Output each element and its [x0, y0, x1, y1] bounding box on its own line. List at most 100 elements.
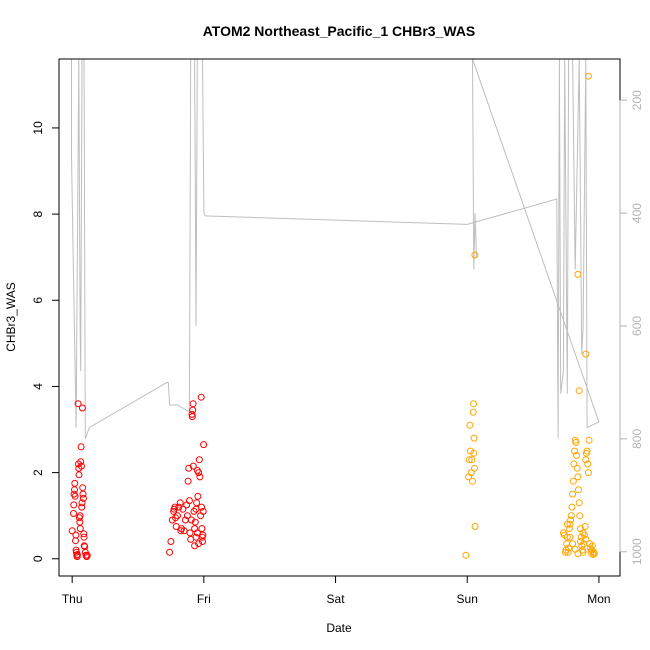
- right-y-tick-label: 800: [630, 429, 644, 449]
- data-point: [79, 494, 87, 502]
- data-point: [174, 512, 181, 520]
- data-point: [467, 469, 475, 477]
- y-axis-label: CHBr3_WAS: [4, 282, 18, 352]
- data-point: [191, 542, 199, 550]
- data-point: [78, 404, 86, 412]
- data-point: [189, 400, 197, 408]
- data-point: [78, 499, 86, 507]
- right-y-tick-label: 200: [630, 90, 644, 110]
- data-point: [569, 490, 577, 498]
- data-point: [579, 529, 587, 537]
- data-point: [73, 551, 81, 558]
- data-point: [74, 400, 82, 408]
- data-point: [70, 510, 77, 517]
- y-tick-label: 4: [31, 383, 45, 390]
- data-point: [566, 533, 574, 541]
- x-tick-label: Sat: [327, 592, 346, 606]
- data-point: [575, 486, 582, 494]
- data-point: [563, 520, 571, 528]
- right-y-axis: 200 400 600 800 1000: [619, 90, 644, 565]
- data-point: [72, 531, 80, 539]
- data-point: [582, 350, 590, 358]
- plot-frame: [58, 58, 621, 577]
- data-point: [72, 537, 79, 545]
- x-tick-label: Mon: [587, 592, 610, 606]
- data-point: [70, 501, 78, 509]
- data-point: [198, 503, 205, 511]
- data-point: [582, 535, 590, 543]
- data-point: [196, 473, 204, 481]
- y-tick-label: 0: [31, 555, 45, 562]
- data-point: [187, 516, 195, 524]
- data-point: [584, 469, 592, 477]
- data-point: [566, 520, 574, 528]
- data-point: [76, 512, 84, 520]
- data-point: [199, 507, 207, 515]
- data-point: [75, 471, 83, 479]
- right-y-tick-label: 400: [630, 203, 644, 223]
- data-point: [572, 438, 580, 446]
- data-point: [471, 464, 478, 472]
- data-point: [200, 441, 208, 449]
- data-point: [71, 479, 79, 487]
- data-point: [584, 72, 592, 80]
- data-point: [564, 548, 572, 556]
- data-point: [466, 421, 474, 429]
- y-tick-label: 6: [31, 297, 45, 304]
- data-point: [583, 447, 591, 455]
- data-point: [194, 492, 202, 500]
- data-point: [470, 449, 478, 457]
- data-point: [195, 540, 203, 548]
- data-point: [471, 251, 479, 259]
- data-point: [565, 544, 573, 552]
- data-point: [573, 451, 580, 459]
- y-tick-label: 2: [31, 469, 45, 476]
- data-point: [585, 436, 593, 444]
- data-point: [179, 505, 187, 513]
- data-point: [462, 551, 470, 559]
- data-point: [167, 538, 175, 545]
- data-point: [83, 551, 91, 559]
- data-point: [193, 529, 201, 537]
- data-point: [80, 533, 88, 541]
- data-point: [471, 523, 479, 530]
- right-y-tick-label: 1000: [630, 538, 644, 565]
- data-point: [77, 458, 85, 466]
- data-point: [584, 460, 592, 468]
- y-axis: 0 2 4 6 8 10: [31, 121, 60, 562]
- altitude-line-layer: [71, 59, 600, 439]
- data-point: [574, 270, 582, 278]
- data-point: [573, 464, 581, 472]
- data-point: [166, 548, 174, 556]
- data-point: [567, 516, 575, 524]
- data-point: [578, 542, 586, 550]
- data-point: [574, 473, 582, 481]
- data-point: [470, 434, 478, 442]
- data-point: [468, 456, 476, 464]
- right-y-tick-label: 600: [630, 316, 644, 336]
- data-point: [567, 512, 575, 520]
- x-tick-label: Sun: [457, 592, 478, 606]
- data-point: [571, 447, 579, 455]
- x-tick-label: Thu: [62, 592, 83, 606]
- data-point: [470, 400, 478, 408]
- data-point: [79, 484, 87, 492]
- data-point: [189, 406, 197, 414]
- data-point: [172, 514, 179, 522]
- data-point: [188, 413, 196, 421]
- data-point: [171, 503, 179, 511]
- data-point: [77, 462, 85, 470]
- data-point: [175, 503, 183, 511]
- data-point: [563, 533, 571, 541]
- data-point: [195, 469, 203, 477]
- data-point: [574, 550, 582, 558]
- data-point: [176, 499, 184, 507]
- data-point: [582, 456, 590, 464]
- data-point: [184, 477, 192, 485]
- data-point: [76, 518, 84, 526]
- data-point: [68, 527, 76, 535]
- data-point: [185, 497, 193, 505]
- data-point: [77, 443, 85, 451]
- data-point: [198, 525, 206, 533]
